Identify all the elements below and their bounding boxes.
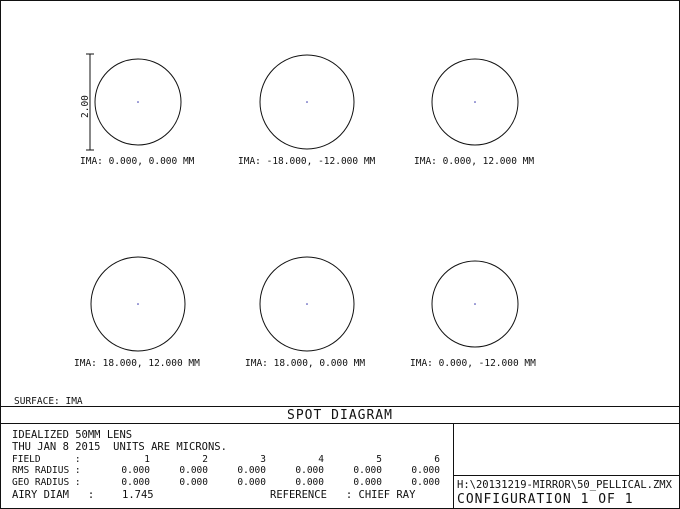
spot-1: IMA: 0.000, 0.000 MM bbox=[80, 58, 195, 167]
field-number: 6 bbox=[434, 454, 440, 465]
configuration: CONFIGURATION 1 OF 1 bbox=[457, 492, 634, 507]
field-number: 3 bbox=[260, 454, 266, 465]
spot-point bbox=[137, 101, 139, 103]
field-label: FIELD : bbox=[12, 454, 81, 465]
spot-5: IMA: 18.000, 0.000 MM bbox=[245, 256, 365, 369]
airy-circle bbox=[90, 256, 186, 352]
spot-point bbox=[306, 303, 308, 305]
spot-point bbox=[474, 303, 476, 305]
file-path: H:\20131219-MIRROR\50_PELLICAL.ZMX bbox=[457, 479, 673, 491]
spot-4: IMA: 18.000, 12.000 MM bbox=[74, 256, 200, 369]
field-number: 5 bbox=[376, 454, 382, 465]
scale-bar: 2.00 bbox=[80, 53, 94, 151]
rms-value: 0.000 bbox=[295, 465, 324, 476]
rms-value: 0.000 bbox=[121, 465, 150, 476]
geo-value: 0.000 bbox=[179, 477, 208, 488]
airy-label: AIRY DIAM : bbox=[12, 489, 94, 501]
spot-2: IMA: -18.000, -12.000 MM bbox=[238, 54, 376, 167]
date-units: THU JAN 8 2015 UNITS ARE MICRONS. bbox=[12, 441, 227, 453]
airy-circle bbox=[259, 54, 355, 150]
spot-label: IMA: 0.000, -12.000 MM bbox=[410, 358, 536, 369]
geo-value: 0.000 bbox=[411, 477, 440, 488]
airy-circle bbox=[94, 58, 182, 146]
info-block: IDEALIZED 50MM LENS THU JAN 8 2015 UNITS… bbox=[12, 429, 440, 501]
rms-value: 0.000 bbox=[237, 465, 266, 476]
airy-circle bbox=[259, 256, 355, 352]
airy-circle bbox=[431, 58, 519, 146]
spot-point bbox=[306, 101, 308, 103]
spot-label: IMA: 18.000, 0.000 MM bbox=[245, 358, 365, 369]
spot-point bbox=[474, 101, 476, 103]
spot-point bbox=[137, 303, 139, 305]
field-number: 2 bbox=[202, 454, 208, 465]
geo-value: 0.000 bbox=[237, 477, 266, 488]
geo-value: 0.000 bbox=[121, 477, 150, 488]
geo-value: 0.000 bbox=[353, 477, 382, 488]
diagram-title: SPOT DIAGRAM bbox=[287, 408, 393, 423]
spot-label: IMA: 0.000, 0.000 MM bbox=[80, 156, 195, 167]
rms-value: 0.000 bbox=[179, 465, 208, 476]
spot-label: IMA: -18.000, -12.000 MM bbox=[238, 156, 376, 167]
lens-name: IDEALIZED 50MM LENS bbox=[12, 429, 132, 441]
reference: REFERENCE : CHIEF RAY bbox=[270, 489, 416, 501]
scale-bar-label: 2.00 bbox=[80, 95, 91, 118]
airy-value: 1.745 bbox=[122, 489, 154, 501]
spot-6: IMA: 0.000, -12.000 MM bbox=[410, 260, 536, 369]
spot-3: IMA: 0.000, 12.000 MM bbox=[414, 58, 534, 167]
spot-label: IMA: 0.000, 12.000 MM bbox=[414, 156, 534, 167]
spot-label: IMA: 18.000, 12.000 MM bbox=[74, 358, 200, 369]
rms-value: 0.000 bbox=[353, 465, 382, 476]
surface-label: SURFACE: IMA bbox=[14, 396, 83, 407]
rms-label: RMS RADIUS : bbox=[12, 465, 81, 476]
geo-label: GEO RADIUS : bbox=[12, 477, 81, 488]
geo-value: 0.000 bbox=[295, 477, 324, 488]
field-number: 1 bbox=[144, 454, 150, 465]
field-number: 4 bbox=[318, 454, 324, 465]
rms-value: 0.000 bbox=[411, 465, 440, 476]
airy-circle bbox=[431, 260, 519, 348]
